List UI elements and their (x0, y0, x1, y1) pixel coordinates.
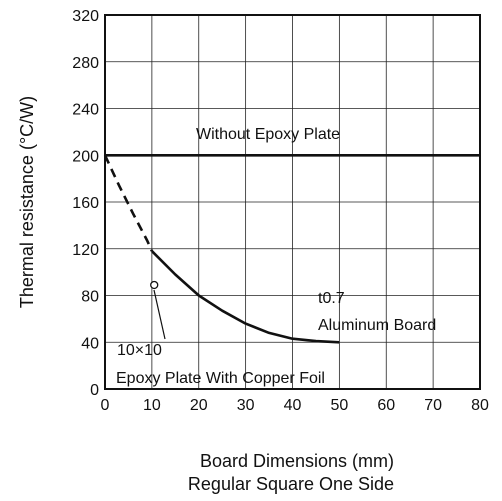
y-tick-label-240: 240 (72, 102, 99, 119)
x-tick-label-30: 30 (237, 397, 255, 414)
y-axis-title: Thermal resistance (°C/W) (17, 96, 37, 308)
plot-frame (104, 14, 481, 390)
y-tick-label-280: 280 (72, 55, 99, 72)
annotation-aluminum-thickness: t0.7 (318, 290, 345, 307)
x-tick-label-50: 50 (330, 397, 348, 414)
tick-labels: 0 10 20 30 40 50 60 70 80 0 40 80 120 160 200 240 280 320 (72, 8, 489, 414)
series-layer (103, 154, 480, 344)
x-axis-title-line1: Board Dimensions (mm) (200, 451, 394, 471)
series-line-2 (150, 250, 340, 344)
data-point-epoxy-0 (150, 280, 159, 290)
x-tick-label-40: 40 (284, 397, 302, 414)
annotation-without-epoxy: Without Epoxy Plate (196, 126, 340, 143)
annotation-epoxy-size: 10×10 (117, 342, 162, 359)
y-tick-label-320: 320 (72, 8, 99, 25)
x-tick-label-80: 80 (471, 397, 489, 414)
y-tick-label-0: 0 (90, 382, 99, 399)
x-axis-title-line2: Regular Square One Side (188, 474, 394, 494)
x-tick-label-10: 10 (143, 397, 161, 414)
y-tick-label-120: 120 (72, 242, 99, 259)
y-tick-label-40: 40 (81, 335, 99, 352)
epoxy-leader-line (153, 289, 166, 340)
x-tick-label-0: 0 (101, 397, 110, 414)
y-tick-label-200: 200 (72, 148, 99, 165)
annotation-aluminum-board: Aluminum Board (318, 317, 436, 334)
x-tick-label-20: 20 (190, 397, 208, 414)
series-line-1 (103, 154, 154, 252)
y-tick-label-80: 80 (81, 289, 99, 306)
x-tick-label-60: 60 (377, 397, 395, 414)
annotation-epoxy-plate: Epoxy Plate With Copper Foil (116, 370, 325, 387)
y-tick-label-160: 160 (72, 195, 99, 212)
x-tick-label-70: 70 (424, 397, 442, 414)
